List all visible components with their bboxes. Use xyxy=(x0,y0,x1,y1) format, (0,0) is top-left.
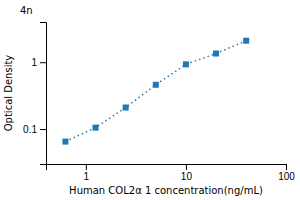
point xyxy=(123,105,129,111)
x-tick: 1 xyxy=(84,164,90,182)
point xyxy=(183,61,189,67)
y-axis-line xyxy=(40,23,47,165)
point xyxy=(213,51,219,57)
point xyxy=(243,38,249,44)
x-tick-mark xyxy=(186,164,187,170)
marks xyxy=(62,38,249,145)
line xyxy=(65,41,246,142)
x-axis-title: Human COL2α 1 concentration(ng/mL) xyxy=(69,185,263,196)
x-tick-mark xyxy=(286,164,287,170)
x-tick-label: 1 xyxy=(84,171,90,182)
y-tick: 0.1 xyxy=(23,124,46,135)
y-tick-label: 1 xyxy=(31,57,37,68)
x-axis: 1 10 100 xyxy=(47,164,296,182)
plot-area: 1101000.11 xyxy=(23,23,295,183)
x-tick: 100 xyxy=(278,164,295,182)
x-tick-label: 10 xyxy=(181,171,193,182)
y-tick-mark xyxy=(40,129,46,130)
point xyxy=(153,82,159,88)
x-tick-label: 100 xyxy=(278,171,295,182)
y-tick-mark xyxy=(40,62,46,63)
y-tick: 1 xyxy=(31,57,46,68)
y-axis-title: Optical Density xyxy=(3,55,14,132)
x-axis-line xyxy=(47,165,287,171)
x-tick: 10 xyxy=(181,164,193,182)
point xyxy=(62,139,68,145)
y-axis: 0.11 xyxy=(23,23,46,165)
chart: 1101000.11Human COL2α 1 concentration(ng… xyxy=(0,0,300,200)
annotation: 4n xyxy=(20,5,33,16)
x-tick-mark xyxy=(86,164,87,170)
point xyxy=(93,125,99,131)
y-tick-label: 0.1 xyxy=(23,124,37,135)
